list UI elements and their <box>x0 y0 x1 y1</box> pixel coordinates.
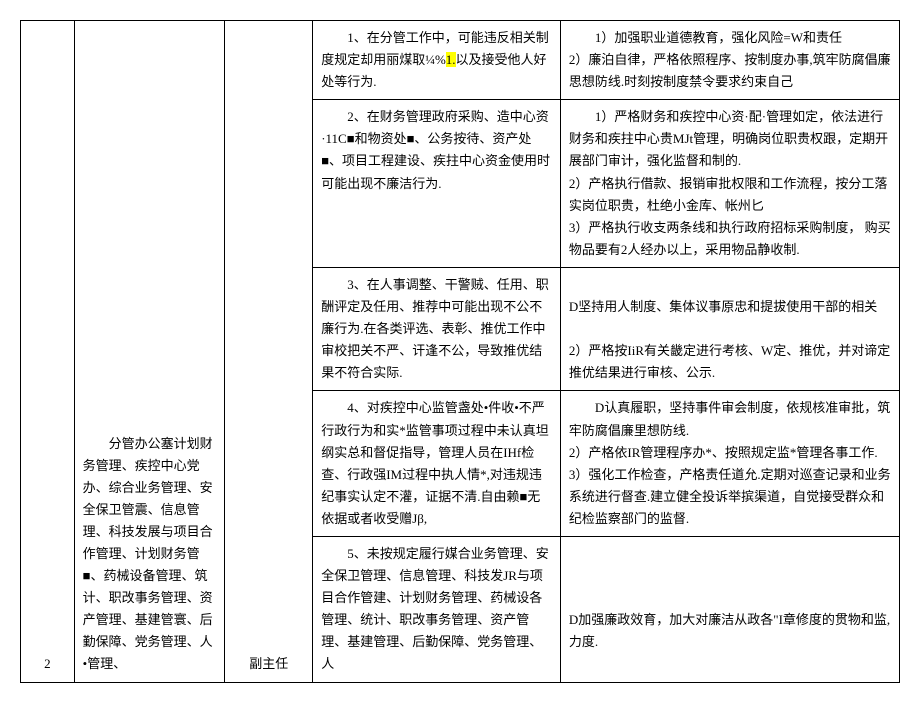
risk-cell-5: 5、未按规定履行媒合业务管理、安全保卫管理、信息管理、科技发JR与项目合作管建、… <box>313 536 561 682</box>
risk-1-highlight: 1. <box>446 52 456 67</box>
risk-2: 2、在财务管理政府采购、造中心资·11C■和物资处■、公务按待、资产处■、项目工… <box>321 106 552 194</box>
department-cell: 分管办公塞计划财务管理、疾控中心党办、综合业务管理、安全保卫管震、信息管理、科技… <box>74 21 225 683</box>
measure-5: D加强廉政效育，加大对廉洁从政各"I章修度的贯物和监,力度. <box>569 543 891 653</box>
measure-cell-4: D认真履职，坚持事件审会制度，依规核准审批，筑牢防腐倡廉里想防线.2）产格依IR… <box>560 391 899 537</box>
risk-cell-3: 3、在人事调整、干警贼、任用、职酬评定及任用、推荐中可能出现不公不廉行为.在各类… <box>313 267 561 390</box>
position-cell: 副主任 <box>225 21 313 683</box>
measure-3: D坚持用人制度、集体议事原忠和提拔使用干部的相关2）严格按IiR有关畿定进行考核… <box>569 274 891 384</box>
risk-4: 4、对疾控中心监管盏处•件收•不严行政行为和实*监管事项过程中未认真坦纲实总和督… <box>321 397 552 530</box>
measure-cell-3: D坚持用人制度、集体议事原忠和提拔使用干部的相关2）严格按IiR有关畿定进行考核… <box>560 267 899 390</box>
measure-2: 1）严格财务和疾控中心资·配·管理如定，依法进行财务和疾拄中心贵MJt管理，明确… <box>569 106 891 261</box>
risk-cell-4: 4、对疾控中心监管盏处•件收•不严行政行为和实*监管事项过程中未认真坦纲实总和督… <box>313 391 561 537</box>
measure-cell-1: 1）加强职业道德教育，强化风险=W和责任2）廉泊自律，严格依照程序、按制度办事,… <box>560 21 899 100</box>
risk-cell-1: 1、在分管工作中，可能违反相关制度规定却用丽煤取¼%1.以及接受他人好处等行为. <box>313 21 561 100</box>
measure-1: 1）加强职业道德教育，强化风险=W和责任2）廉泊自律，严格依照程序、按制度办事,… <box>569 27 891 93</box>
measure-cell-5: D加强廉政效育，加大对廉洁从政各"I章修度的贯物和监,力度. <box>560 536 899 682</box>
risk-cell-2: 2、在财务管理政府采购、造中心资·11C■和物资处■、公务按待、资产处■、项目工… <box>313 100 561 268</box>
risk-3: 3、在人事调整、干警贼、任用、职酬评定及任用、推荐中可能出现不公不廉行为.在各类… <box>321 274 552 384</box>
row-number-cell: 2 <box>21 21 75 683</box>
measure-cell-2: 1）严格财务和疾控中心资·配·管理如定，依法进行财务和疾拄中心贵MJt管理，明确… <box>560 100 899 268</box>
department-text: 分管办公塞计划财务管理、疾控中心党办、综合业务管理、安全保卫管震、信息管理、科技… <box>83 433 217 676</box>
measure-4: D认真履职，坚持事件审会制度，依规核准审批，筑牢防腐倡廉里想防线.2）产格依IR… <box>569 397 891 530</box>
document-table: 2 分管办公塞计划财务管理、疾控中心党办、综合业务管理、安全保卫管震、信息管理、… <box>20 20 900 683</box>
risk-5: 5、未按规定履行媒合业务管理、安全保卫管理、信息管理、科技发JR与项目合作管建、… <box>321 543 552 676</box>
